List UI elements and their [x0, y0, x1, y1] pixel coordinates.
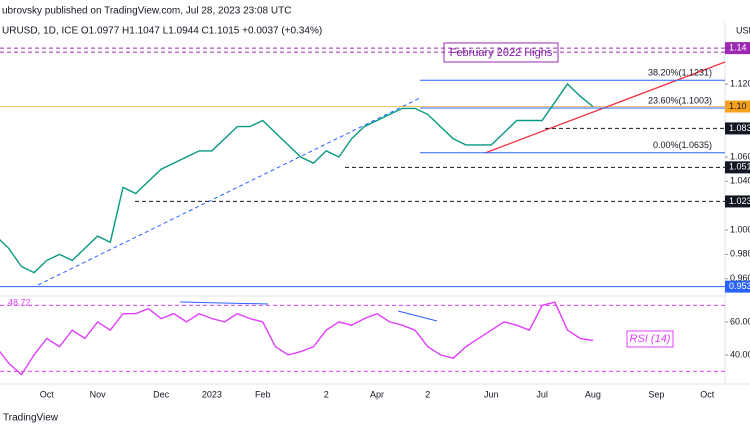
price-label: 1.083 [729, 123, 750, 133]
fib-label: 0.00%(1.0635) [653, 140, 712, 150]
currency: USD [736, 25, 750, 35]
y-tick-label: 1.060 [730, 151, 750, 161]
fib-label: 38.20%(1.1231) [648, 68, 712, 78]
legend: URUSD, 1D, ICE O1.0977 H1.1047 L1.0944 C… [2, 26, 322, 37]
x-tick-label: Oct [40, 389, 55, 399]
y-tick-label: 1.040 [730, 176, 750, 186]
footer: TradingView [3, 413, 59, 424]
rsi-label-box [626, 330, 674, 348]
price-label: 1.023 [729, 196, 750, 206]
price-label-bg [725, 195, 750, 208]
y-tick-label: 60.00 [730, 316, 750, 326]
y-tick-label: 40.00 [730, 349, 750, 359]
y-tick-label: 0.960 [730, 273, 750, 283]
y-tick-label: 1.000 [730, 224, 750, 234]
x-tick-label: Jun [484, 389, 499, 399]
y-tick-label: 0.980 [730, 249, 750, 259]
x-tick-label: Oct [700, 389, 715, 399]
x-tick-label: Dec [153, 389, 170, 399]
x-tick-label: Aug [585, 389, 601, 399]
price-label: 1.14 [729, 43, 747, 53]
x-tick-label: Feb [255, 389, 271, 399]
price-label-bg [725, 161, 750, 174]
price-label-bg [725, 42, 750, 55]
trendline [37, 97, 421, 286]
rsi-readout: 48.72 [8, 297, 31, 307]
x-tick-label: 2 [324, 389, 329, 399]
price-label-bg [725, 122, 750, 135]
annotation: February 2022 Highs [450, 47, 553, 59]
rsi-label: RSI (14) [630, 333, 671, 345]
x-tick-label: Apr [370, 389, 384, 399]
price-label-bg [725, 100, 750, 113]
x-tick-label: Sep [648, 389, 664, 399]
x-tick-label: 2 [425, 389, 430, 399]
price-label: 1.10 [729, 101, 747, 111]
header: ubrovsky published on TradingView.com, J… [2, 6, 291, 17]
y-tick-label: 1.120 [730, 78, 750, 88]
fib-label: 23.60%(1.1003) [648, 95, 712, 105]
x-tick-label: Jul [536, 389, 548, 399]
price-label: 0.953 [729, 281, 750, 291]
divergence-line [397, 310, 438, 322]
divergence-line [179, 301, 269, 305]
price-line [0, 82, 594, 274]
price-label-bg [725, 280, 750, 293]
x-tick-label: 2023 [202, 389, 222, 399]
x-tick-label: Nov [90, 389, 107, 399]
price-label: 1.051 [729, 162, 750, 172]
rsi-line [0, 301, 594, 376]
